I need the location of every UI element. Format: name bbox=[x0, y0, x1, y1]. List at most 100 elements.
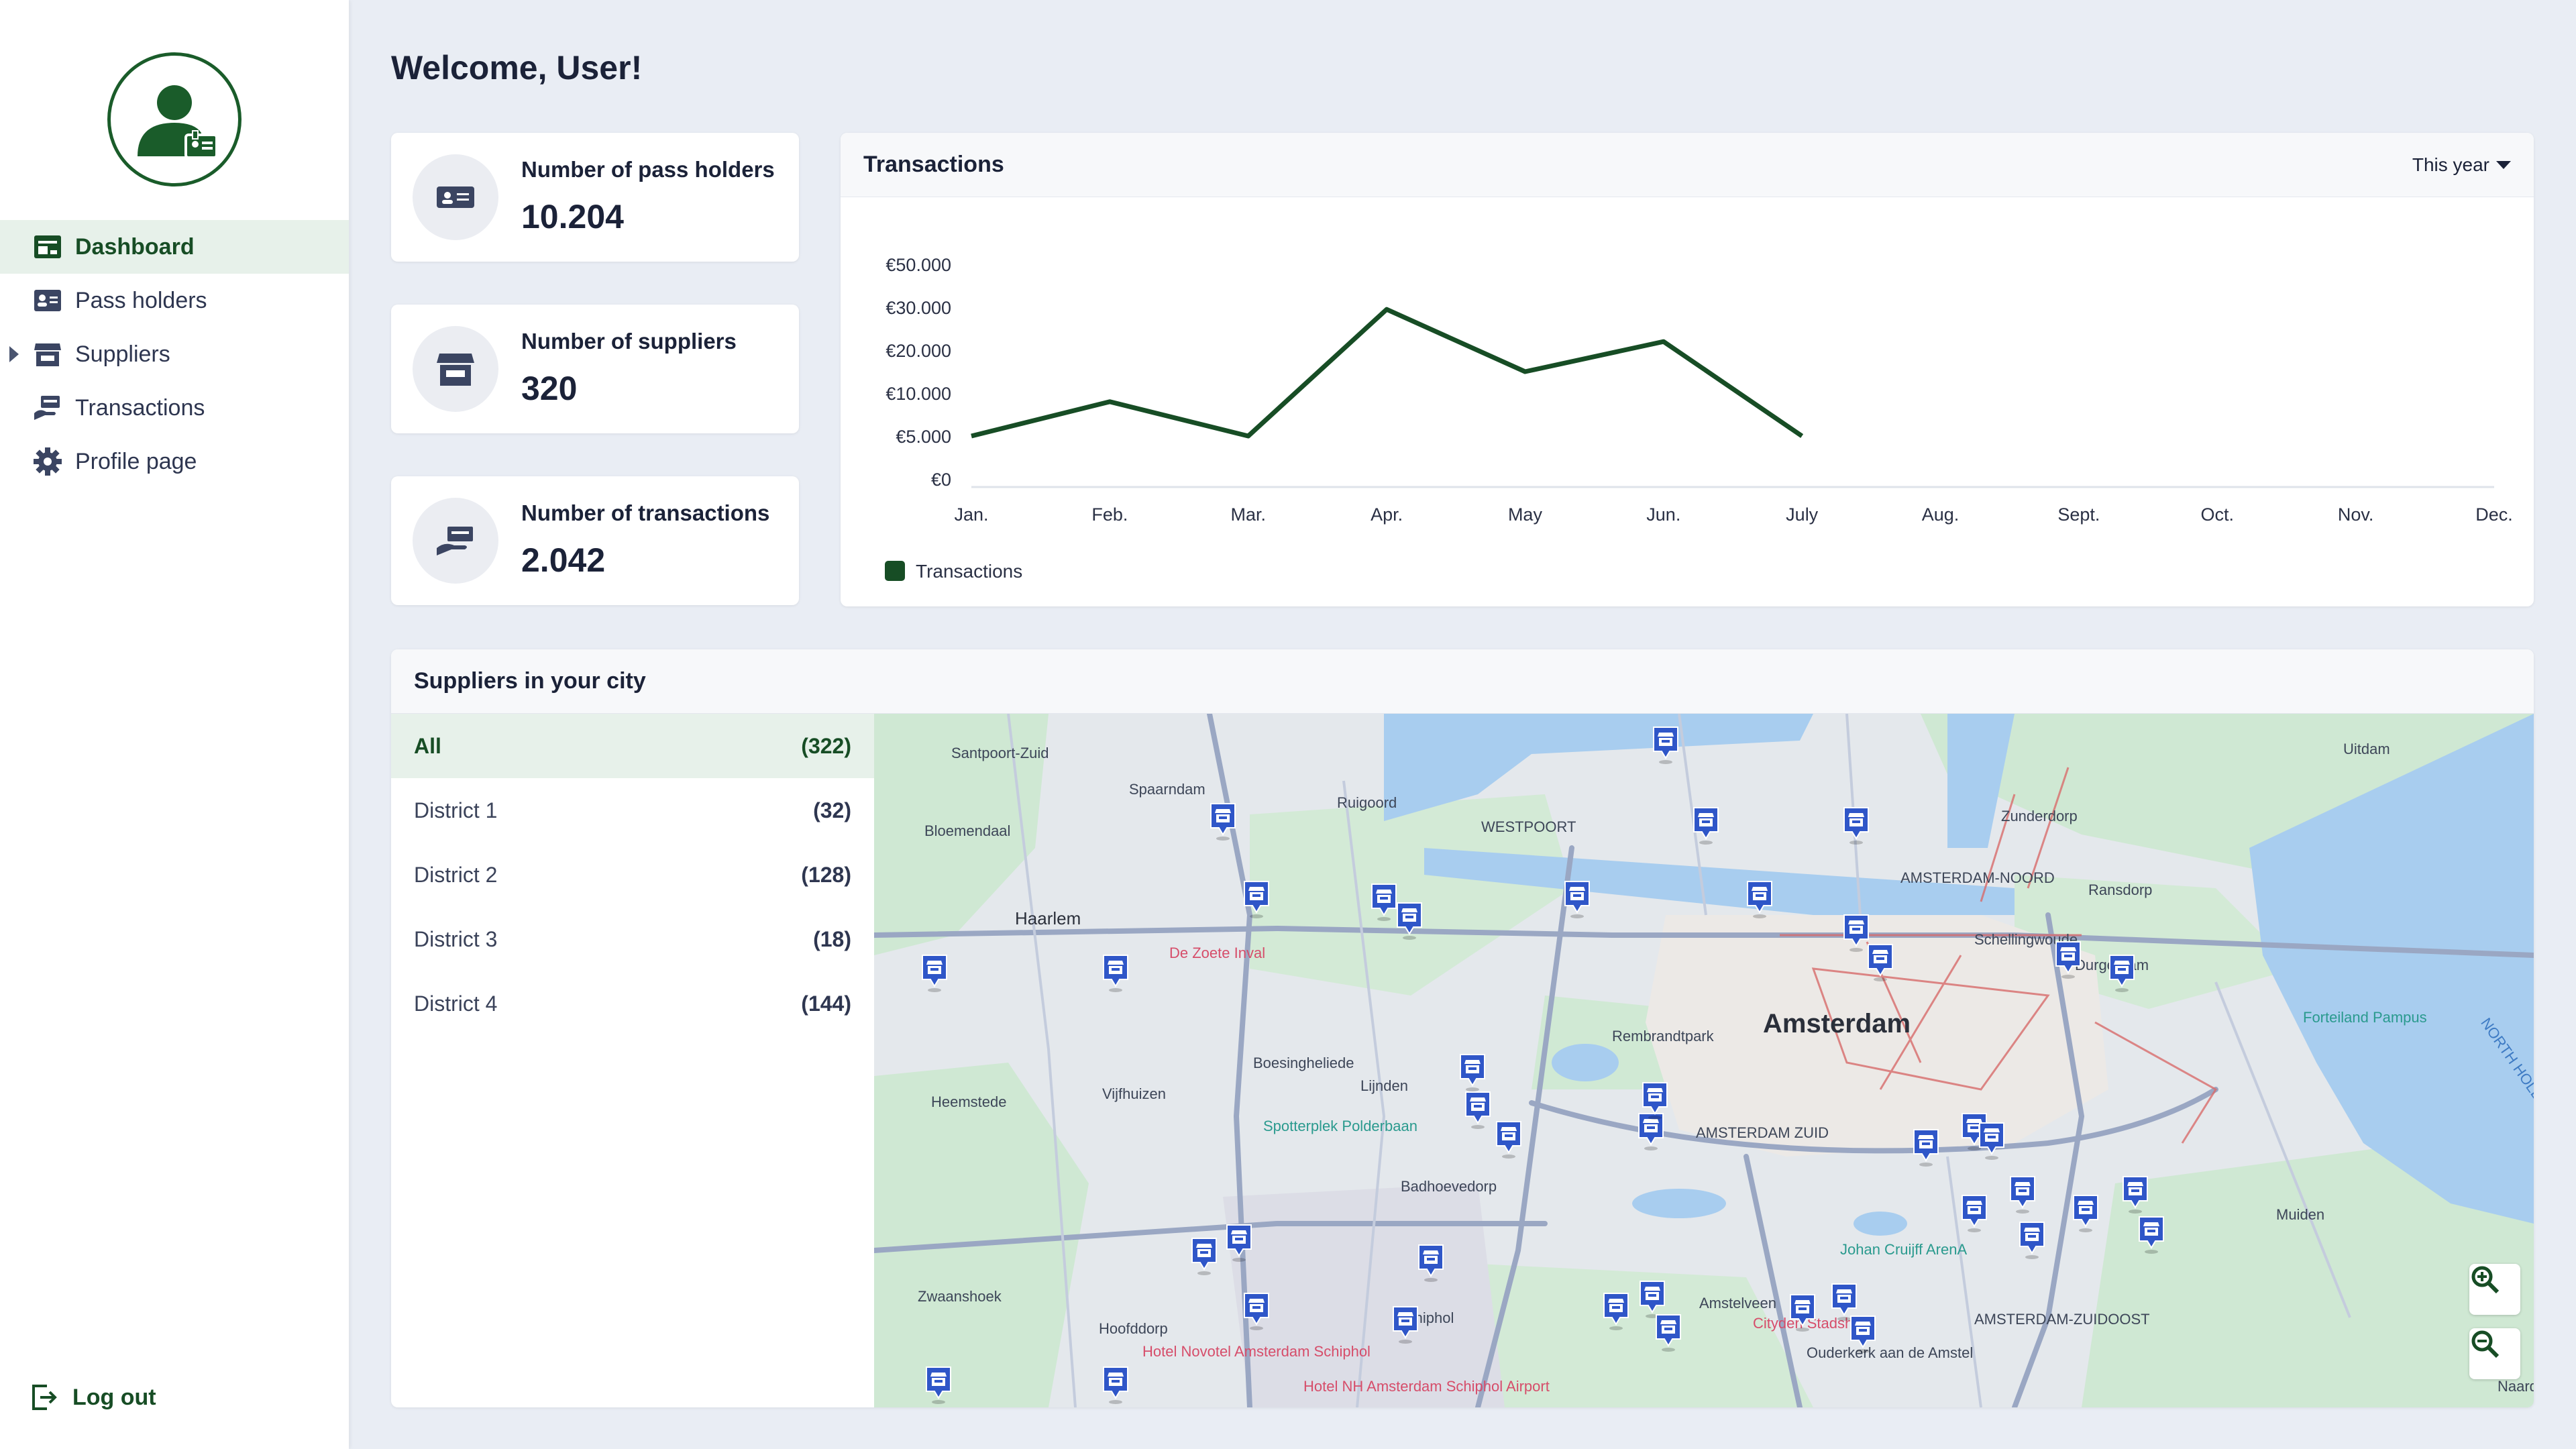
logout-button[interactable]: Log out bbox=[30, 1382, 156, 1413]
map-pin-icon[interactable] bbox=[2107, 953, 2137, 993]
x-tick-label: Mar. bbox=[1230, 504, 1266, 525]
cash-hand-icon bbox=[413, 498, 498, 584]
map-pin-icon[interactable] bbox=[1638, 1279, 1667, 1319]
map-label: Spaarndam bbox=[1129, 781, 1205, 798]
y-tick-label: €0 bbox=[931, 470, 951, 490]
y-tick-label: €20.000 bbox=[885, 341, 951, 361]
y-tick-label: €30.000 bbox=[885, 298, 951, 318]
x-tick-label: July bbox=[1786, 504, 1819, 525]
map-pin-icon[interactable] bbox=[1691, 805, 1721, 845]
map-pin-icon[interactable] bbox=[2121, 1174, 2150, 1214]
zoom-in-icon bbox=[2471, 1266, 2500, 1294]
map-pin-icon[interactable] bbox=[1841, 912, 1871, 953]
map-pin-icon[interactable] bbox=[1640, 1080, 1670, 1120]
district-count: (32) bbox=[813, 798, 851, 822]
suppliers-map[interactable]: Amsterdam Haarlem Santpoort-Zuid Bloemen… bbox=[874, 714, 2534, 1407]
map-label: AMSTERDAM ZUID bbox=[1696, 1124, 1829, 1141]
map-pin-icon[interactable] bbox=[1654, 1312, 1683, 1352]
sidebar-item-suppliers[interactable]: Suppliers bbox=[0, 327, 349, 381]
zoom-out-button[interactable] bbox=[2469, 1328, 2520, 1379]
x-tick-label: Feb. bbox=[1091, 504, 1128, 525]
transactions-icon bbox=[32, 392, 63, 423]
stat-label: Number of transactions bbox=[521, 500, 770, 525]
map-pin-icon[interactable] bbox=[2137, 1214, 2166, 1254]
map-pin-icon[interactable] bbox=[1391, 1304, 1420, 1344]
map-pin-icon[interactable] bbox=[920, 953, 949, 993]
sidebar-item-dashboard[interactable]: Dashboard bbox=[0, 220, 349, 274]
district-count: (18) bbox=[813, 926, 851, 951]
stat-card-transactions: Number of transactions 2.042 bbox=[391, 476, 799, 605]
zoom-out-icon bbox=[2471, 1330, 2500, 1358]
map-pin-icon[interactable] bbox=[1416, 1242, 1446, 1283]
map-pin-icon[interactable] bbox=[1848, 1313, 1878, 1354]
map-pin-icon[interactable] bbox=[1224, 1222, 1254, 1263]
map-pin-icon[interactable] bbox=[1458, 1052, 1487, 1092]
map-pin-icon[interactable] bbox=[1494, 1119, 1523, 1159]
map-pin-icon[interactable] bbox=[1395, 900, 1424, 941]
map-pin-icon[interactable] bbox=[1977, 1120, 2006, 1161]
map-pin-icon[interactable] bbox=[1911, 1127, 1941, 1167]
chart-header: Transactions This year bbox=[841, 133, 2534, 197]
map-pin-icon[interactable] bbox=[1601, 1291, 1631, 1331]
map-pin-icon[interactable] bbox=[924, 1364, 953, 1405]
map-pin-icon[interactable] bbox=[2008, 1174, 2037, 1214]
zoom-in-button[interactable] bbox=[2469, 1264, 2520, 1315]
map-pin-icon[interactable] bbox=[1101, 953, 1130, 993]
map-poi-label: Forteiland Pampus bbox=[2303, 1009, 2427, 1026]
map-label: Badhoevedorp bbox=[1401, 1178, 1497, 1195]
district-name: All bbox=[414, 733, 441, 758]
map-pin-icon[interactable] bbox=[1829, 1281, 1859, 1322]
stat-label: Number of suppliers bbox=[521, 329, 737, 354]
map-pin-icon[interactable] bbox=[1745, 879, 1774, 919]
map-pin-icon[interactable] bbox=[2053, 939, 2083, 979]
legend-swatch bbox=[885, 561, 905, 581]
stat-value: 10.204 bbox=[521, 198, 624, 235]
user-avatar-icon bbox=[107, 52, 241, 186]
map-label: Vijfhuizen bbox=[1102, 1085, 1166, 1102]
map-pin-icon[interactable] bbox=[1960, 1111, 1989, 1151]
map-label: Naarden bbox=[2498, 1378, 2534, 1395]
period-select[interactable]: This year bbox=[2412, 154, 2511, 176]
sidebar-item-pass-holders[interactable]: Pass holders bbox=[0, 274, 349, 327]
map-pin-icon[interactable] bbox=[1369, 881, 1399, 922]
map-pin-icon[interactable] bbox=[1242, 1291, 1271, 1331]
map-pin-icon[interactable] bbox=[1101, 1364, 1130, 1405]
map-label: AMSTERDAM-NOORD bbox=[1900, 869, 2055, 886]
district-name: District 1 bbox=[414, 798, 498, 822]
district-item-2[interactable]: District 2 (128) bbox=[391, 843, 874, 907]
map-pin-icon[interactable] bbox=[1636, 1111, 1666, 1151]
stat-value: 320 bbox=[521, 370, 578, 407]
district-item-1[interactable]: District 1 (32) bbox=[391, 778, 874, 843]
district-count: (128) bbox=[801, 862, 851, 887]
district-item-4[interactable]: District 4 (144) bbox=[391, 971, 874, 1036]
sidebar-item-transactions[interactable]: Transactions bbox=[0, 381, 349, 435]
sidebar-item-profile[interactable]: Profile page bbox=[0, 435, 349, 488]
map-pin-icon[interactable] bbox=[1463, 1089, 1493, 1130]
map-card-title: Suppliers in your city bbox=[391, 649, 2534, 714]
district-name: District 2 bbox=[414, 862, 498, 887]
district-item-all[interactable]: All (322) bbox=[391, 714, 874, 778]
y-tick-label: €50.000 bbox=[885, 255, 951, 275]
map-pin-icon[interactable] bbox=[1960, 1193, 1989, 1233]
map-pin-icon[interactable] bbox=[2017, 1220, 2047, 1260]
map-pin-icon[interactable] bbox=[1866, 942, 1895, 982]
map-pin-icon[interactable] bbox=[1651, 724, 1680, 765]
suppliers-map-card: Suppliers in your city All (322) Distric… bbox=[391, 649, 2534, 1407]
map-pin-icon[interactable] bbox=[2071, 1193, 2100, 1233]
expand-caret-icon[interactable] bbox=[9, 346, 19, 362]
map-pin-icon[interactable] bbox=[1841, 805, 1871, 845]
map-label: Ransdorp bbox=[2088, 881, 2153, 898]
transactions-chart-card: Transactions This year €50.000 €30.000 €20… bbox=[841, 133, 2534, 606]
map-pin-icon[interactable] bbox=[1788, 1292, 1817, 1332]
series-line-transactions bbox=[971, 307, 1804, 439]
map-pin-icon[interactable] bbox=[1562, 879, 1592, 919]
district-item-3[interactable]: District 3 (18) bbox=[391, 907, 874, 971]
map-label: Zunderdorp bbox=[2001, 808, 2078, 824]
map-pin-icon[interactable] bbox=[1189, 1236, 1219, 1276]
map-pin-icon[interactable] bbox=[1208, 801, 1238, 841]
id-card-icon bbox=[413, 154, 498, 240]
store-icon bbox=[32, 339, 63, 370]
map-pin-icon[interactable] bbox=[1242, 879, 1271, 919]
district-list: All (322) District 1 (32) District 2 (12… bbox=[391, 714, 874, 1407]
map-poi-label: Spotterplek Polderbaan bbox=[1263, 1118, 1417, 1134]
